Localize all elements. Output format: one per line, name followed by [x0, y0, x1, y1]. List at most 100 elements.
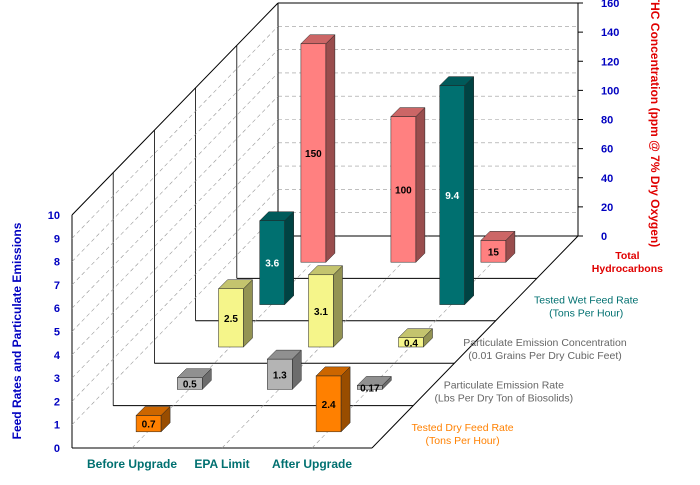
bar-top [307, 265, 344, 276]
left-wall-top-edge [71, 2, 279, 216]
bar-front [218, 288, 244, 348]
bar-value-label: 1.3 [273, 370, 287, 381]
bar-side [333, 265, 343, 348]
bar: 0.4 [397, 328, 434, 349]
bar-value-label: 15 [488, 247, 500, 258]
category-label: EPA Limit [194, 457, 249, 471]
bar-value-label: 150 [305, 149, 322, 160]
bar-top [439, 76, 475, 86]
bar: 3.1 [307, 265, 344, 348]
bar-value-label: 2.5 [224, 314, 238, 325]
bar-side [243, 279, 253, 348]
right-axis-tick-label: 0 [601, 231, 607, 243]
left-axis-tick-label: 8 [54, 257, 60, 269]
series-label: Tested Wet Feed Rate [534, 295, 638, 307]
bar-front [267, 358, 293, 390]
category-label: After Upgrade [272, 457, 352, 471]
bar-side [415, 106, 426, 263]
series-label-line2: Hydrocarbons [592, 263, 663, 275]
bar-side [464, 75, 474, 306]
left-wall-gridline [71, 212, 279, 425]
bar: 100 [390, 106, 426, 263]
bar: 150 [300, 34, 336, 263]
series-label: Tested Dry Feed Rate [412, 422, 514, 434]
left-wall-gridline [71, 142, 279, 356]
left-axis-title: Feed Rates and Particulate Emissions [10, 222, 24, 439]
bar-front [259, 220, 285, 305]
left-axis-tick-label: 6 [54, 303, 60, 315]
left-axis: 0 1 2 3 4 5 6 7 8 9 10 Feed Rates and Particulate E… [10, 210, 61, 455]
bar-top [135, 406, 171, 416]
bar-value-label: 9.4 [445, 191, 459, 202]
right-axis-tick-label: 100 [601, 85, 619, 97]
bar-value-label: 0.7 [142, 420, 156, 431]
right-axis-tick-label: 60 [601, 144, 613, 156]
bar-value-label: 0.4 [404, 338, 418, 349]
left-wall-gridline [71, 95, 279, 309]
series-label: Particulate Emission Concentration [463, 337, 627, 349]
bar: 1.3 [266, 349, 302, 391]
bar-value-label: 0.5 [183, 380, 197, 391]
series-labels: Tested Dry Feed Rate(Tons Per Hour)Parti… [412, 250, 664, 447]
bar-top [259, 211, 295, 221]
left-wall-gridline [71, 165, 279, 379]
bar-value-label: 3.1 [314, 307, 328, 318]
floor-right-edge [371, 235, 579, 449]
left-wall-gridline [71, 72, 279, 286]
bar-top [315, 366, 351, 377]
right-axis: 0 20 40 60 80 100 120 140 160 THC Concentration (… [577, 0, 662, 247]
left-axis-tick-label: 9 [54, 233, 60, 245]
bar-top [397, 328, 434, 338]
left-axis-tick-label: 0 [54, 443, 60, 455]
bar-top [217, 279, 254, 289]
series-label-line2: (Tons Per Hour) [426, 435, 500, 447]
bar-front [390, 116, 417, 263]
chart-frame [71, 2, 579, 449]
bar-top [300, 34, 336, 45]
right-axis-tick-label: 120 [601, 56, 619, 68]
bar-front [315, 375, 342, 433]
bar-front [308, 274, 334, 348]
left-axis-tick-label: 4 [54, 350, 61, 362]
bar: 3.6 [259, 211, 295, 306]
left-axis-tick-label: 1 [54, 420, 60, 432]
left-axis-tick-label: 2 [54, 396, 60, 408]
right-axis-tick-label: 140 [601, 27, 619, 39]
bar-side [284, 211, 294, 306]
bar-side [325, 34, 336, 263]
bar-value-label: 2.4 [322, 400, 336, 411]
category-axis: Before Upgrade EPA Limit After Upgrade [87, 457, 352, 471]
bars: 150 100 15 3.6 9.4 2.5 3.1 0.4 0.5 1.3 0.17 0.7 2.4 [135, 34, 516, 433]
series-label: Particulate Emission Rate [444, 379, 564, 391]
bar: 9.4 [439, 75, 475, 306]
left-axis-tick-label: 5 [54, 327, 60, 339]
right-axis-tick-label: 40 [601, 173, 613, 185]
left-wall-gridline [71, 26, 279, 239]
left-axis-tick-label: 3 [54, 373, 60, 385]
series-label-line2: (Lbs Per Dry Ton of Biosolids) [434, 392, 573, 404]
left-wall-gridline [71, 119, 279, 332]
bar: 15 [480, 230, 516, 263]
series-label-line2: (Tons Per Hour) [549, 308, 623, 320]
left-axis-tick-label: 10 [48, 210, 60, 222]
bar-top [390, 107, 426, 117]
right-axis-title: THC Concentration (ppm @ 7% Dry Oxygen) [648, 0, 662, 247]
right-axis-tick-label: 20 [601, 202, 613, 214]
left-wall-gridline [71, 189, 279, 402]
left-axis-tick-label: 7 [54, 280, 60, 292]
bar: 2.5 [217, 279, 254, 348]
bar: 2.4 [315, 366, 351, 433]
bar-top [176, 368, 212, 378]
bar: 0.5 [176, 368, 212, 391]
category-label: Before Upgrade [87, 457, 177, 471]
series-label: Total [615, 250, 639, 262]
series-label-line2: (0.01 Grains Per Dry Cubic Feet) [468, 350, 621, 362]
bar-value-label: 3.6 [265, 259, 279, 270]
left-wall-gridline [71, 49, 279, 262]
bar: 0.17 [356, 375, 392, 394]
bar-value-label: 100 [395, 185, 412, 196]
bar-top [480, 231, 516, 241]
bar-top [266, 349, 302, 360]
